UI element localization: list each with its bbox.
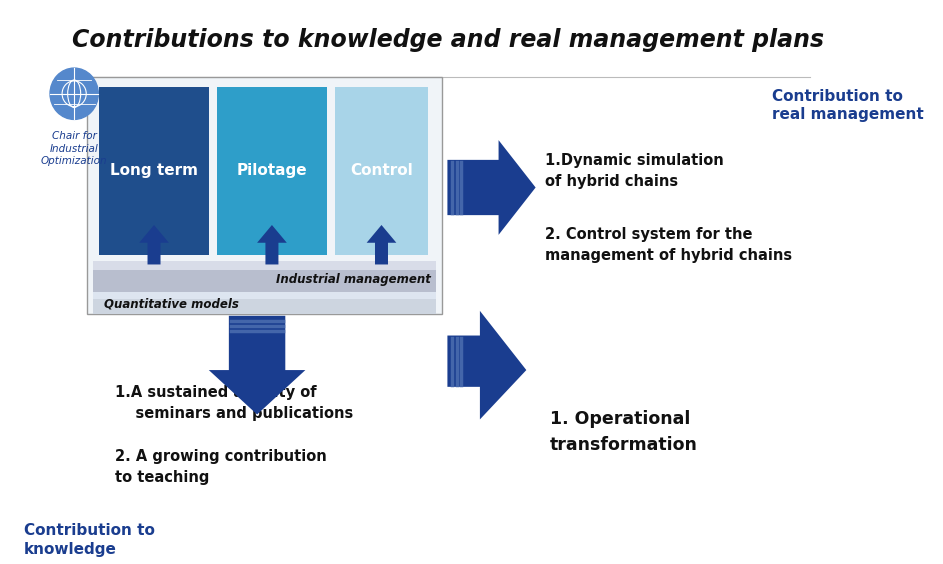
Polygon shape [447, 140, 536, 235]
FancyBboxPatch shape [92, 261, 437, 270]
Text: Quantitative models: Quantitative models [104, 297, 239, 310]
Text: 2. Control system for the
management of hybrid chains: 2. Control system for the management of … [545, 227, 792, 263]
FancyBboxPatch shape [92, 292, 437, 314]
Polygon shape [257, 225, 287, 265]
FancyBboxPatch shape [99, 87, 208, 254]
Text: Control: Control [350, 163, 413, 178]
FancyBboxPatch shape [92, 292, 437, 299]
Text: 1.Dynamic simulation
of hybrid chains: 1.Dynamic simulation of hybrid chains [545, 153, 723, 189]
Text: Long term: Long term [110, 163, 198, 178]
Polygon shape [140, 225, 169, 265]
Text: Chair for
Industrial
Optimization: Chair for Industrial Optimization [41, 131, 108, 166]
Text: 1.A sustained activity of
    seminars and publications: 1.A sustained activity of seminars and p… [115, 385, 354, 421]
Text: Contribution to
knowledge: Contribution to knowledge [24, 523, 155, 557]
FancyBboxPatch shape [87, 77, 442, 314]
Text: Contributions to knowledge and real management plans: Contributions to knowledge and real mana… [73, 28, 824, 52]
Text: Pilotage: Pilotage [237, 163, 307, 178]
Polygon shape [367, 225, 396, 265]
Text: 2. A growing contribution
to teaching: 2. A growing contribution to teaching [115, 449, 327, 485]
Text: Industrial management: Industrial management [275, 273, 431, 286]
Polygon shape [208, 316, 306, 415]
Circle shape [50, 68, 98, 120]
Text: 1. Operational
transformation: 1. Operational transformation [550, 409, 698, 454]
Polygon shape [447, 311, 526, 420]
FancyBboxPatch shape [217, 87, 326, 254]
Text: Contribution to
real management: Contribution to real management [772, 89, 924, 122]
FancyBboxPatch shape [92, 261, 437, 292]
FancyBboxPatch shape [335, 87, 428, 254]
